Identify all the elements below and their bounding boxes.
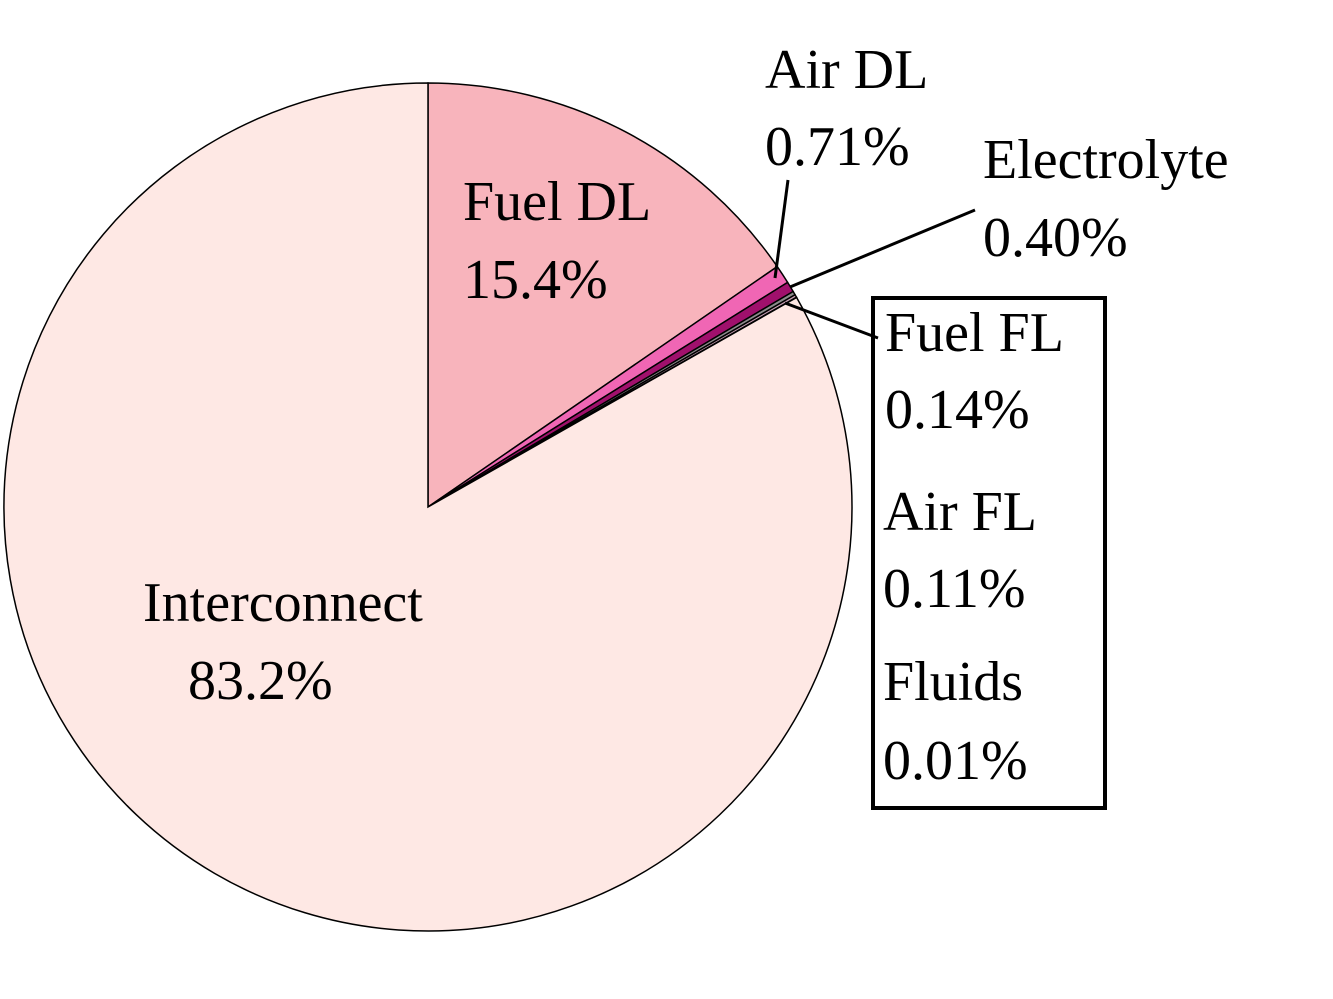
- value-label: 0.01%: [883, 730, 1028, 792]
- leader-line: [789, 208, 976, 289]
- leader-line: [784, 301, 879, 340]
- slice-label: Air FL: [883, 481, 1037, 543]
- pie-slice: [3, 82, 853, 932]
- slice-label: Fluids: [883, 651, 1023, 713]
- value-label: 0.40%: [983, 207, 1128, 269]
- slice-label: Interconnect: [143, 572, 423, 634]
- value-label: 0.14%: [885, 379, 1030, 441]
- slice-label: Air DL: [765, 39, 928, 101]
- value-label: 83.2%: [188, 650, 333, 712]
- pie-slice: [427, 82, 779, 509]
- label-box: [871, 296, 1107, 810]
- value-label: 0.11%: [883, 558, 1026, 620]
- slice-label: Fuel FL: [885, 302, 1064, 364]
- value-label: 15.4%: [463, 249, 608, 311]
- leader-line: [773, 179, 790, 279]
- slice-label: Electrolyte: [983, 129, 1229, 191]
- pie: [3, 82, 853, 932]
- value-label: 0.71%: [765, 116, 910, 178]
- slice-label: Fuel DL: [463, 171, 651, 233]
